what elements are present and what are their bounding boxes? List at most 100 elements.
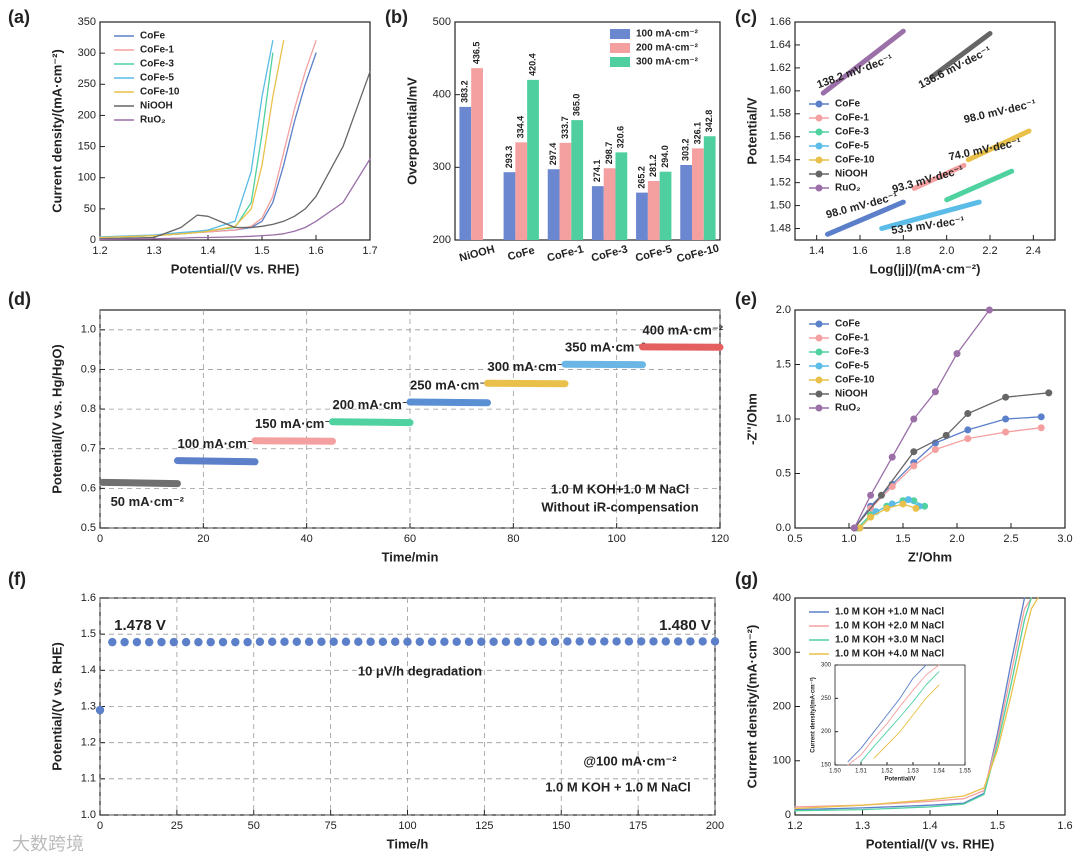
legend-label: 1.0 M KOH +3.0 M NaCl [835,635,944,646]
legend-marker [815,156,823,164]
panel-label: (f) [8,569,26,589]
legend-marker [815,114,823,122]
data-point [673,637,683,646]
y-tick-label: 1.6 [81,592,96,604]
x-tick-label: 1.51 [855,769,867,775]
bar [571,120,584,240]
y-tick-label: 400 [773,592,791,604]
bar-value-label: 333.7 [560,116,570,139]
series-line [99,40,274,238]
bar [680,165,693,240]
x-tick-label: 1.8 [896,245,911,257]
legend-marker [815,184,823,192]
series-line [911,162,967,191]
x-tick-label: 200 [706,820,724,832]
bar [459,106,472,240]
y-tick-label: 350 [78,16,96,28]
y-axis-label: Current density/(mA·cm⁻²) [810,677,817,753]
bar [703,136,716,240]
data-point [850,524,858,532]
data-point [877,491,885,499]
y-tick-label: 400 [433,89,451,101]
data-point [169,637,178,647]
x-tick-label: 1.2 [92,245,107,257]
data-point [452,637,461,646]
legend-label: 1.0 M KOH +4.0 M NaCl [835,649,944,660]
x-tick-label: 0 [97,533,103,545]
series-line [820,28,906,96]
data-point [268,637,277,646]
series-line [99,71,371,240]
bar-value-label: 297.4 [548,143,558,166]
y-tick-label: 1.2 [81,737,96,749]
x-axis-label: Z'/Ohm [908,549,952,564]
y-tick-label: 1.56 [770,131,791,143]
segment-label: 350 mA·cm⁻² [565,340,646,355]
bar-value-label: 365.0 [572,94,582,117]
legend-label: RuO₂ [140,115,166,126]
annotation: 74.0 mV·dec⁻¹ [948,136,1023,163]
data-point [403,637,412,646]
legend-label: CoFe [835,319,860,330]
legend-marker [815,100,823,108]
y-tick-label: 0.7 [81,443,96,455]
data-point [883,504,891,512]
x-tick-label: 125 [475,820,493,832]
segment-label: 250 mA·cm⁻² [410,377,491,392]
y-tick-label: 1.0 [776,413,791,425]
legend-marker [815,320,823,328]
data-point [341,637,351,646]
legend-label: 100 mA·cm⁻² [636,29,699,40]
x-tick-label: 1.4 [922,820,937,832]
data-point [964,435,972,443]
data-point [910,415,918,423]
x-tick-label: 175 [629,820,647,832]
x-tick-label: 150 [552,820,570,832]
y-axis-label: Potential/(V vs. Hg/HgO) [49,344,64,494]
x-tick-label: CoFe-5 [634,243,673,264]
x-tick-label: 75 [325,820,337,832]
x-tick-label: 2.0 [939,245,954,257]
bar [615,152,628,240]
data-point [1045,389,1053,397]
annotation: 136.6 mV·dec⁻¹ [917,44,994,91]
x-tick-label: 3.0 [1057,533,1072,545]
x-tick-label: 0 [97,820,103,832]
y-tick-label: 1.1 [81,773,96,785]
legend-label: RuO₂ [835,403,861,414]
x-tick-label: 2.4 [1026,245,1041,257]
data-point [899,500,907,508]
annotation: 138.2 mV·dec⁻¹ [815,53,894,92]
y-tick-label: 200 [773,700,791,712]
legend-label: CoFe [140,31,165,42]
data-point [218,637,228,647]
data-point [661,637,670,646]
y-axis-label: Overpotential/mV [404,77,419,185]
y-tick-label: 300 [433,161,451,173]
legend-label: CoFe-10 [140,87,180,98]
annotation: 1.480 V [659,617,711,634]
legend-marker [815,170,823,178]
y-tick-label: 100 [78,172,96,184]
legend-swatch [610,29,630,39]
data-point [953,350,961,358]
series-line [406,398,491,407]
data-point [415,637,424,646]
inset-background [835,665,965,765]
legend-swatch [610,57,630,67]
data-point [910,448,918,456]
y-tick-label: 150 [821,763,832,769]
bar [559,142,572,240]
legend-label: NiOOH [835,389,868,400]
data-point [354,637,363,646]
data-point [526,637,535,646]
x-tick-label: 1.3 [855,820,870,832]
data-point [964,426,972,434]
data-point [1002,428,1010,436]
bar [527,79,539,240]
data-point [931,388,939,396]
data-point [255,637,265,646]
y-tick-label: 150 [78,140,96,152]
annotation: 98.0 mV·dec⁻¹ [963,98,1038,126]
